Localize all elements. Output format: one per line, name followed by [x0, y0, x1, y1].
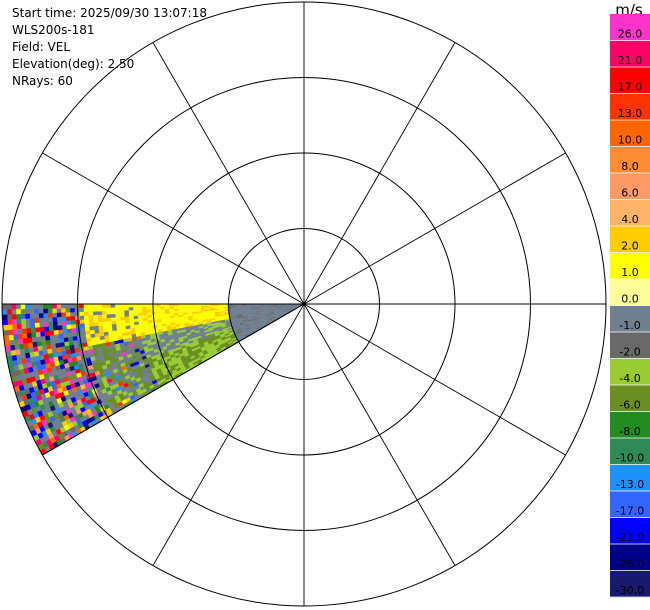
colorbar-tick-label: 21.0 — [618, 54, 643, 67]
colorbar-swatch — [610, 93, 650, 121]
colorbar-tick-label: -26.0 — [616, 558, 644, 571]
azimuth-spoke — [42, 303, 305, 456]
colorbar-tick-label: 6.0 — [621, 187, 639, 200]
field-label: Field: VEL — [12, 40, 71, 54]
elevation-label: Elevation(deg): 2.50 — [12, 57, 135, 71]
colorbar-tick-label: 10.0 — [618, 134, 643, 147]
colorbar-tick-label: 8.0 — [621, 160, 639, 173]
colorbar-swatch — [610, 120, 650, 147]
azimuth-spoke — [152, 303, 305, 566]
colorbar-tick-label: 13.0 — [618, 107, 643, 120]
colorbar-swatch — [610, 544, 650, 571]
azimuth-spoke — [42, 152, 305, 305]
colorbar-tick-label: 2.0 — [621, 240, 639, 253]
colorbar-swatch — [610, 146, 650, 174]
azimuth-spoke — [152, 42, 305, 305]
colorbar-tick-label: -10.0 — [616, 452, 644, 465]
colorbar-swatch — [610, 517, 650, 545]
colorbar-swatch — [610, 252, 650, 280]
start-time-label: Start time: 2025/09/30 13:07:18 — [12, 6, 207, 20]
colorbar-swatch — [610, 411, 650, 439]
azimuth-spoke — [303, 303, 566, 456]
colorbar-tick-label: -21.0 — [616, 531, 644, 544]
colorbar-swatch — [610, 464, 650, 492]
colorbar-tick-label: -1.0 — [619, 319, 640, 332]
colorbar-swatch — [610, 199, 650, 227]
colorbar-tick-label: 0.0 — [621, 293, 639, 306]
nrays-label: NRays: 60 — [12, 74, 73, 88]
azimuth-spoke — [303, 42, 456, 305]
colorbar-swatch — [610, 570, 650, 598]
colorbar-tick-label: -6.0 — [619, 399, 640, 412]
scan-info: Start time: 2025/09/30 13:07:18 WLS200s-… — [12, 5, 207, 90]
colorbar-tick-label: 26.0 — [618, 28, 643, 41]
colorbar-tick-label: -2.0 — [619, 346, 640, 359]
azimuth-spokes — [2, 2, 606, 606]
colorbar-swatch — [610, 491, 650, 518]
colorbar-tick-label: 17.0 — [618, 81, 643, 94]
colorbar-tick-label: -8.0 — [619, 425, 640, 438]
colorbar-tick-label: -13.0 — [616, 478, 644, 491]
colorbar-swatch — [610, 358, 650, 386]
colorbar-swatch — [610, 226, 650, 253]
azimuth-spoke — [303, 303, 456, 566]
colorbar-tick-label: -4.0 — [619, 372, 640, 385]
colorbar-tick-label: -30.0 — [616, 584, 644, 597]
colorbar-swatch — [610, 438, 650, 465]
colorbar-swatch — [610, 385, 650, 412]
colorbar-swatch — [610, 67, 650, 94]
colorbar-tick-label: 1.0 — [621, 266, 639, 279]
colorbar-swatch — [610, 305, 650, 333]
velocity-sector — [2, 303, 305, 456]
instrument-label: WLS200s-181 — [12, 23, 95, 37]
colorbar-tick-label: 4.0 — [621, 213, 639, 226]
colorbar-swatch — [610, 14, 650, 41]
colorbar-swatch — [610, 332, 650, 359]
colorbar-swatch — [610, 279, 650, 306]
azimuth-spoke — [303, 152, 566, 305]
colorbar-tick-label: -17.0 — [616, 505, 644, 518]
colorbar-swatch — [610, 173, 650, 200]
colorbar-swatch — [610, 40, 650, 68]
